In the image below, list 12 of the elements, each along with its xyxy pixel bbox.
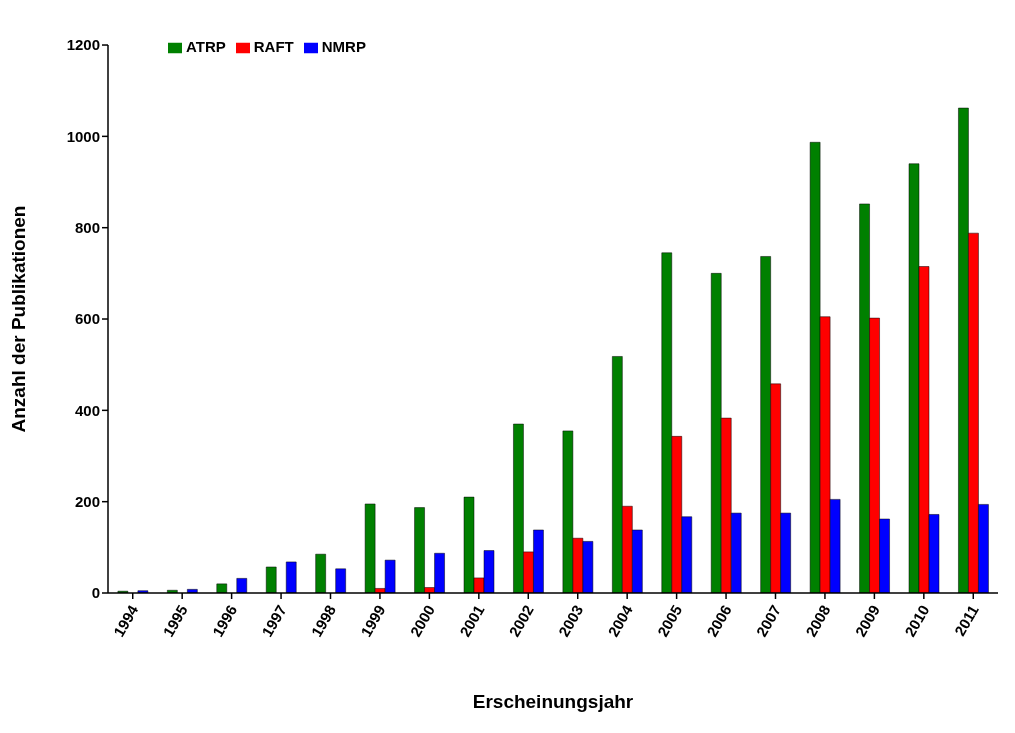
legend-label: RAFT: [253, 38, 294, 55]
y-tick-label: 600: [74, 310, 100, 328]
y-tick-label: 800: [74, 219, 100, 237]
legend-label: NMRP: [321, 38, 366, 55]
legend-label: ATRP: [186, 38, 226, 55]
y-tick-label: 1200: [66, 36, 100, 54]
y-tick-label: 400: [74, 401, 100, 419]
x-axis-title: Erscheinungsjahr: [472, 691, 634, 712]
y-axis-title: Anzahl der Publikationen: [7, 205, 29, 433]
y-tick-label: 200: [74, 493, 100, 510]
y-tick-label: 1000: [66, 127, 100, 145]
y-tick-label: 0: [91, 584, 100, 602]
